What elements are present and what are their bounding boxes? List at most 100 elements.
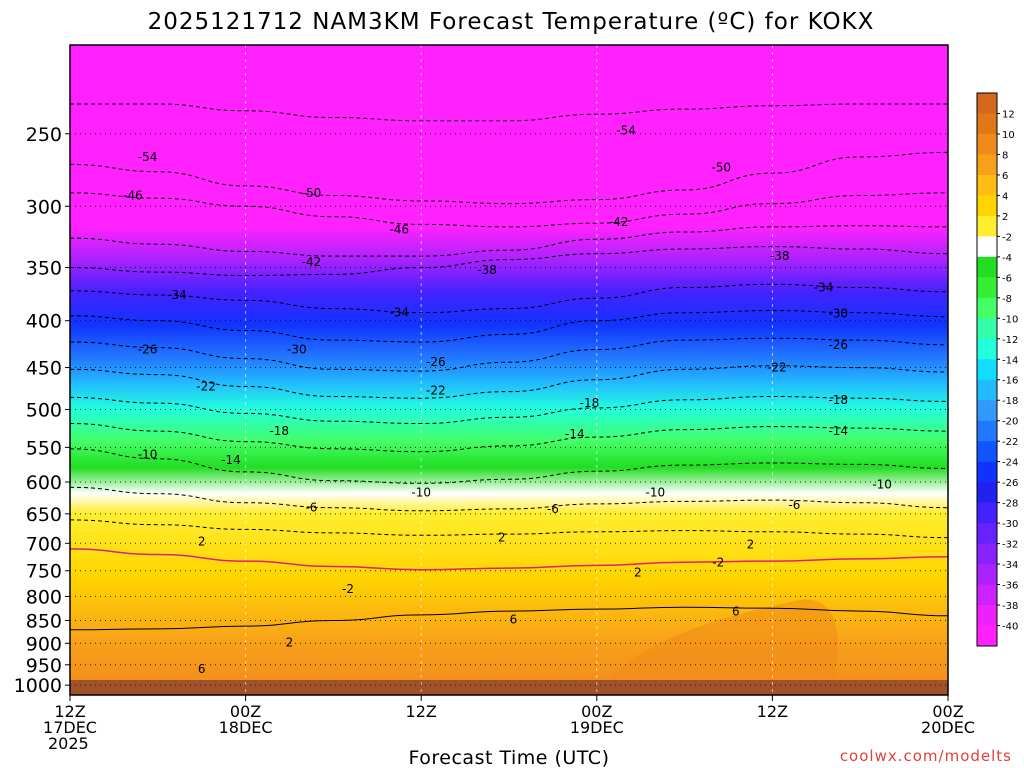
x-tick-label: 00Z [581,702,612,721]
plot-area: -54 -54 -50 -50 -46 -46 -42 -42 -38 -38 -34 -34 -34 -… [69,44,949,696]
colorbar-label: 10 [1002,130,1015,141]
contour-label: 6 [198,662,206,676]
y-tick-label: 300 [26,196,62,218]
contour-label: -22 [426,384,446,398]
colorbar-segment [977,400,997,422]
colorbar-label: -16 [1002,376,1018,387]
chart-title: 2025121712 NAM3KM Forecast Temperature (… [148,9,875,35]
colorbar-segment [977,461,997,483]
contour-label: -38 [770,249,790,263]
contour-label: -42 [302,255,322,269]
warm-core-region [600,599,838,695]
contour-label: -2 [712,556,724,570]
contour-label: -26 [828,338,848,352]
contour-label: -26 [426,355,446,369]
contour-label: 2 [198,535,206,549]
x-tick-label: 12Z [757,702,788,721]
contour-label: -22 [196,380,216,394]
contour-label: -14 [221,453,241,467]
colorbar-segment [977,584,997,606]
contour-label: -6 [547,502,559,516]
colorbar-label: -20 [1002,417,1018,428]
colorbar-segment [977,215,997,237]
contour-label: -30 [287,342,307,356]
isotherm-lines [69,103,949,631]
y-tick-label: 450 [26,358,62,380]
colorbar-segment [977,441,997,463]
colorbar-segment [977,113,997,135]
colorbar-segment [977,482,997,504]
y-tick-label: 500 [26,399,62,421]
colorbar-segment [977,318,997,340]
contour-label: -14 [565,427,585,441]
x-tick-label: 12Z [406,702,437,721]
contour-label: -46 [389,222,409,236]
x-tick-label: 12Z [54,702,85,721]
contour-label: 2 [286,635,294,649]
contour-label: -18 [580,396,600,410]
colorbar-segment [977,502,997,524]
isotherm-line [69,395,949,425]
y-tick-label: 750 [26,561,62,583]
colorbar-label: -12 [1002,335,1018,346]
x-tick-label: 17DEC [43,718,97,737]
isotherm-line [69,283,949,314]
contour-label: -10 [872,478,892,492]
colorbar-segment [977,133,997,155]
colorbar-segment [977,256,997,278]
y-tick-label: 800 [26,586,62,608]
colorbar-label: -18 [1002,396,1018,407]
y-tick-label: 400 [26,311,62,333]
contour-label: -50 [711,160,731,174]
contour-label: 6 [510,613,518,627]
contour-label: -26 [138,342,158,356]
contour-label: -18 [828,393,848,407]
contour-label: 2 [498,531,506,545]
temperature-field [70,45,948,695]
contour-label: 2 [634,565,642,579]
isotherm-line [69,192,949,228]
contour-label: -34 [814,281,834,295]
colorbar-label: -10 [1002,314,1018,325]
isotherm-line [69,151,949,205]
colorbar-segment [977,236,997,258]
contour-label: -38 [477,263,497,277]
credit-link[interactable]: coolwx.com/modelts [840,747,1012,765]
contour-label: -46 [123,189,143,203]
isotherm-line [69,423,949,453]
y-tick-label: 650 [26,504,62,526]
colorbar-segment [977,420,997,442]
y-tick-label: 600 [26,472,62,494]
y-tick-label: 950 [26,655,62,677]
colorbar-label: 2 [1002,212,1008,223]
colorbar-frame [976,92,998,647]
colorbar-segment [977,625,997,647]
x-axis-label: Forecast Time (UTC) [409,747,610,768]
contour-label: -50 [302,186,322,200]
colorbar-label: -40 [1002,622,1018,633]
x-tick-label: 00Z [230,702,261,721]
y-tick-label: 550 [26,437,62,459]
colorbar-segment [977,93,997,114]
colorbar-label: -38 [1002,601,1018,612]
contour-label: -22 [767,361,787,375]
colorbar-segment [977,277,997,299]
colorbar-label: -30 [1002,519,1018,530]
colorbar-label: -14 [1002,355,1018,366]
contour-label: -10 [138,448,158,462]
colorbar-label: -26 [1002,478,1018,489]
colorbar-label: -4 [1002,253,1012,264]
colorbar-label: -6 [1002,273,1012,284]
contour-label: -14 [828,424,848,438]
contour-label: -6 [788,498,800,512]
colorbar-segment [977,174,997,196]
contour-label: 6 [732,605,740,619]
contour-label: -2 [342,582,354,596]
x-tick-label: 00Z [932,702,963,721]
colorbar-label: -8 [1002,294,1012,305]
colorbar-label: -24 [1002,458,1018,469]
colorbar-segment [977,154,997,176]
y-tick-label: 900 [26,633,62,655]
